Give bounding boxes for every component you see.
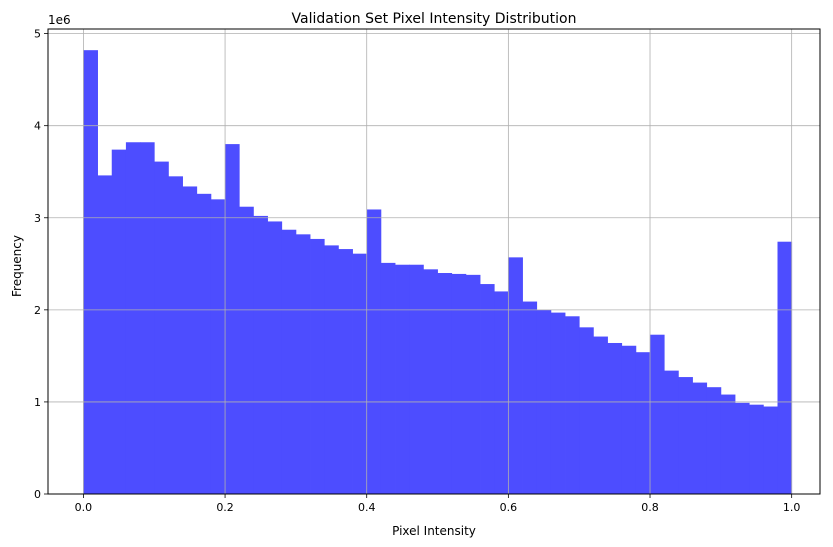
histogram-bar [366,209,382,494]
histogram-bar [607,342,623,494]
y-tick-label: 0 [34,488,41,501]
histogram-bar [437,273,453,494]
histogram-bar [140,142,155,494]
histogram-bar [125,142,141,494]
histogram-bar [494,291,509,494]
histogram-bar [735,402,750,494]
grid-group [48,29,820,495]
ticks-group: 0.0 0.2 0.4 0.6 0.8 1.0 0 1 2 3 4 5 [34,28,800,514]
x-tick-label: 0.6 [500,501,518,514]
histogram-bar [749,404,764,494]
histogram-bar [635,352,651,494]
bars-group [83,50,793,495]
histogram-bar [692,382,708,494]
histogram-bar [508,257,523,494]
x-tick-label: 0.4 [358,501,376,514]
histogram-bar [380,262,396,494]
histogram-bar [409,264,424,494]
y-tick-label: 2 [34,304,41,317]
histogram-bar [763,406,778,494]
histogram-bar [664,370,679,494]
histogram-bar [650,334,665,494]
x-axis-label: Pixel Intensity [392,524,476,538]
histogram-bar [352,253,368,494]
plot-frame [47,28,821,495]
histogram-bar [83,50,98,494]
histogram-bar [253,215,268,495]
histogram-bar [267,221,283,494]
histogram-bar [777,241,793,494]
y-offset-label: 1e6 [48,13,71,27]
histogram-bar [210,199,226,494]
histogram-bar [579,327,594,494]
histogram-bar [239,206,254,494]
histogram-bar [196,193,212,494]
histogram-bar [465,274,481,494]
histogram-bar [720,394,736,494]
y-axis-label: Frequency [10,235,24,297]
histogram-bar [338,249,353,494]
histogram-bar [182,186,198,494]
histogram-bar [310,238,325,494]
y-tick-label: 4 [34,120,41,133]
x-tick-label: 0.8 [641,501,659,514]
chart-title: Validation Set Pixel Intensity Distribut… [292,11,577,27]
histogram-bar [678,377,693,494]
y-tick-label: 1 [34,396,41,409]
y-tick-label: 5 [34,28,41,41]
histogram-bar [593,336,608,494]
histogram-bar [565,316,580,494]
histogram-bar [522,301,538,494]
histogram-bar [281,229,297,494]
histogram-bar [168,176,183,495]
histogram-bar [324,245,339,494]
histogram-bar [295,234,311,494]
histogram-bar [550,312,566,494]
histogram-bar [706,387,722,494]
x-tick-label: 0.2 [216,501,234,514]
histogram-bar [154,161,169,494]
histogram-bar [111,149,127,494]
histogram-bar [97,175,113,494]
x-tick-label: 0.0 [75,501,93,514]
histogram-bar [225,144,240,495]
histogram-bar [451,273,467,494]
histogram-bar [423,269,438,494]
histogram-bar [480,284,495,494]
x-tick-label: 1.0 [783,501,801,514]
y-tick-label: 3 [34,212,41,225]
histogram-bar [395,264,410,494]
histogram-bar [621,345,637,494]
